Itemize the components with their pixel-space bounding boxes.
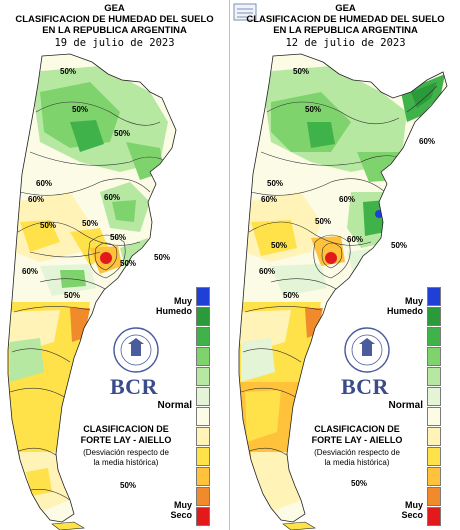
classification-note-2: la media histórica) bbox=[93, 458, 159, 467]
bcr-seal-logo bbox=[344, 327, 390, 373]
legend-humid-label: Humedo bbox=[387, 306, 423, 316]
contour-label: 50% bbox=[60, 67, 76, 76]
legend-swatch bbox=[196, 287, 210, 306]
classification-note-1: (Desviación respecto de bbox=[314, 448, 400, 457]
legend-bottom-label: Muy bbox=[405, 500, 423, 510]
legend-dry-label: Seco bbox=[170, 510, 192, 520]
contour-label: 50% bbox=[154, 253, 170, 262]
legend-swatch bbox=[196, 427, 210, 446]
legend-swatch bbox=[196, 487, 210, 506]
classification-authors: FORTE LAY - AIELLO bbox=[80, 435, 172, 445]
legend-normal-label: Normal bbox=[388, 400, 423, 411]
map-title-line-1: CLASIFICACION DE HUMEDAD DEL SUELO bbox=[15, 14, 214, 25]
legend-swatch bbox=[427, 367, 441, 386]
legend-swatch bbox=[427, 327, 441, 346]
contour-label: 50% bbox=[110, 233, 126, 242]
map-title-line-2: EN LA REPUBLICA ARGENTINA bbox=[273, 25, 418, 36]
legend-swatch bbox=[196, 347, 210, 366]
contour-label: 50% bbox=[120, 259, 136, 268]
legend-swatch bbox=[196, 407, 210, 426]
contour-label: 50% bbox=[391, 241, 407, 250]
agency-label: GEA bbox=[335, 3, 356, 14]
map-panel-july-12: GEA CLASIFICACION DE HUMEDAD DEL SUELO E… bbox=[231, 0, 460, 530]
window-icon bbox=[233, 3, 257, 21]
legend-swatch bbox=[196, 307, 210, 326]
legend-swatch bbox=[427, 307, 441, 326]
contour-label: 60% bbox=[28, 195, 44, 204]
legend-swatch bbox=[196, 387, 210, 406]
contour-label: 50% bbox=[293, 67, 309, 76]
contour-label: 50% bbox=[267, 179, 283, 188]
legend-swatch bbox=[427, 407, 441, 426]
argentina-soil-moisture-map: 50% 60% 50% 60% 50% 60% 50% 60% 50% 50% … bbox=[231, 52, 460, 530]
legend-swatch bbox=[427, 287, 441, 306]
legend-swatch bbox=[196, 507, 210, 526]
contour-label: 50% bbox=[40, 221, 56, 230]
contour-label: 50% bbox=[305, 105, 321, 114]
legend-swatch bbox=[196, 447, 210, 466]
map-date: 19 de julio de 2023 bbox=[54, 37, 175, 49]
classification-title: CLASIFICACION DE bbox=[83, 424, 169, 434]
contour-label: 60% bbox=[104, 193, 120, 202]
legend-swatch bbox=[427, 507, 441, 526]
bcr-seal-logo bbox=[113, 327, 159, 373]
legend-bottom-label: Muy bbox=[174, 500, 192, 510]
contour-label: 50% bbox=[72, 105, 88, 114]
legend-top-label: Muy bbox=[405, 296, 423, 306]
contour-label: 60% bbox=[261, 195, 277, 204]
legend-top-label: Muy bbox=[174, 296, 192, 306]
contour-label: 50% bbox=[315, 217, 331, 226]
legend-swatch bbox=[427, 347, 441, 366]
legend-dry-label: Seco bbox=[401, 510, 423, 520]
argentina-soil-moisture-map: 50% 50% 60% 60% 50% 50% 60% 50% 50% 50% … bbox=[0, 52, 229, 530]
map-panel-july-19: GEA CLASIFICACION DE HUMEDAD DEL SUELO E… bbox=[0, 0, 230, 530]
legend-humid-label: Humedo bbox=[156, 306, 192, 316]
legend-swatch bbox=[196, 367, 210, 386]
legend-normal-label: Normal bbox=[157, 400, 192, 411]
classification-note-1: (Desviación respecto de bbox=[83, 448, 169, 457]
contour-label: 50% bbox=[271, 241, 287, 250]
classification-title: CLASIFICACION DE bbox=[314, 424, 400, 434]
contour-label: 50% bbox=[283, 291, 299, 300]
contour-label: 60% bbox=[22, 267, 38, 276]
color-legend bbox=[427, 287, 441, 527]
contour-label: 50% bbox=[120, 481, 136, 490]
legend-swatch bbox=[427, 387, 441, 406]
classification-authors: FORTE LAY - AIELLO bbox=[311, 435, 403, 445]
contour-label: 50% bbox=[82, 219, 98, 228]
contour-label: 60% bbox=[259, 267, 275, 276]
bcr-logo-text: BCR bbox=[341, 374, 389, 399]
agency-label: GEA bbox=[104, 3, 125, 14]
contour-label: 50% bbox=[351, 479, 367, 488]
bcr-logo-text: BCR bbox=[110, 374, 158, 399]
classification-note-2: la media histórica) bbox=[324, 458, 390, 467]
map-title-line-1: CLASIFICACION DE HUMEDAD DEL SUELO bbox=[246, 14, 445, 25]
contour-label: 60% bbox=[36, 179, 52, 188]
legend-swatch bbox=[427, 447, 441, 466]
legend-swatch bbox=[427, 427, 441, 446]
legend-swatch bbox=[427, 487, 441, 506]
map-title-line-2: EN LA REPUBLICA ARGENTINA bbox=[42, 25, 187, 36]
contour-label: 60% bbox=[339, 195, 355, 204]
contour-label: 60% bbox=[419, 137, 435, 146]
contour-label: 50% bbox=[114, 129, 130, 138]
legend-swatch bbox=[427, 467, 441, 486]
contour-label: 60% bbox=[347, 235, 363, 244]
color-legend bbox=[196, 287, 210, 527]
contour-label: 50% bbox=[64, 291, 80, 300]
legend-swatch bbox=[196, 467, 210, 486]
map-date: 12 de julio de 2023 bbox=[285, 37, 406, 49]
legend-swatch bbox=[196, 327, 210, 346]
